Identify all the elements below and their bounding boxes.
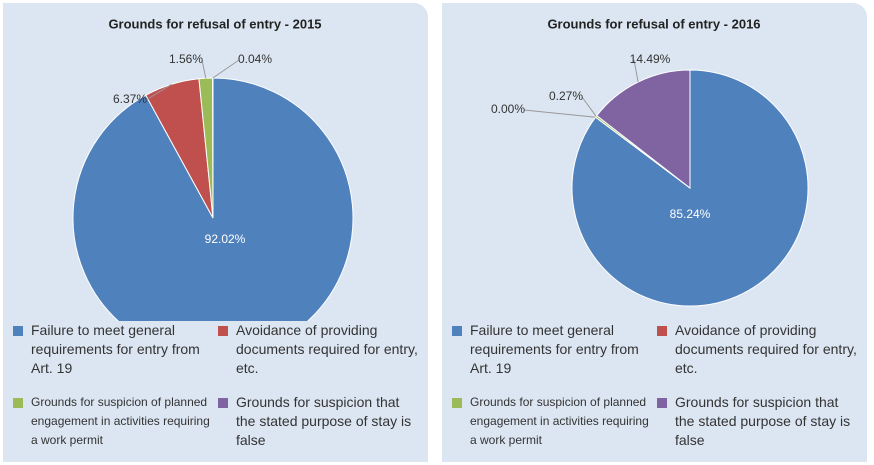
legend-swatch [657,326,667,336]
legend-label: Grounds for suspicion of planned engagem… [470,395,649,447]
legend-swatch [13,398,23,408]
leader-line [201,59,207,79]
chart-title: Grounds for refusal of entry - 2016 [547,16,760,31]
data-label: 85.24% [670,207,711,221]
leader-line [212,59,240,79]
data-label: 92.02% [205,232,246,246]
legend-swatch [218,326,228,336]
legend-label: Failure to meet general requirements for… [470,322,639,376]
data-label: 0.00% [491,102,525,116]
chart-panel: Grounds for refusal of entry - 2016 85.24… [442,3,867,462]
legend-label: Grounds for suspicion that the stated pu… [675,394,851,448]
legend-label: Grounds for suspicion of planned engagem… [31,395,210,447]
legend-swatch [452,398,462,408]
legend-item: Grounds for suspicion of planned engagem… [452,393,652,450]
chart-panel: Grounds for refusal of entry - 2015 92.02… [3,3,428,462]
legend-item: Grounds for suspicion that the stated pu… [218,393,418,450]
legend-label: Avoidance of providing documents require… [675,322,857,376]
data-label: 0.27% [549,89,583,103]
leader-line [145,83,172,101]
legend-item: Grounds for suspicion of planned engagem… [13,393,213,450]
legend-item: Avoidance of providing documents require… [657,321,857,378]
legend-item: Grounds for suspicion that the stated pu… [657,393,857,450]
legend-item: Avoidance of providing documents require… [218,321,418,378]
legend-swatch [218,398,228,408]
leader-line [581,96,597,117]
data-label: 0.04% [238,52,272,66]
legend-item: Failure to meet general requirements for… [452,321,652,378]
leader-line [523,109,596,118]
chart-title: Grounds for refusal of entry - 2015 [108,16,321,31]
data-label: 1.56% [169,52,203,66]
legend-label: Grounds for suspicion that the stated pu… [236,394,412,448]
leader-line [633,59,639,83]
legend-item: Failure to meet general requirements for… [13,321,213,378]
legend-swatch [452,326,462,336]
chart: Grounds for refusal of entry - 2015 92.02… [72,16,354,321]
data-label: 6.37% [113,92,147,106]
legend-swatch [13,326,23,336]
pie-slice [72,77,354,321]
legend-label: Avoidance of providing documents require… [236,322,418,376]
legend-swatch [657,398,667,408]
legend-label: Failure to meet general requirements for… [31,322,200,376]
data-label: 14.49% [630,52,671,66]
chart: Grounds for refusal of entry - 2016 85.24… [491,16,809,307]
